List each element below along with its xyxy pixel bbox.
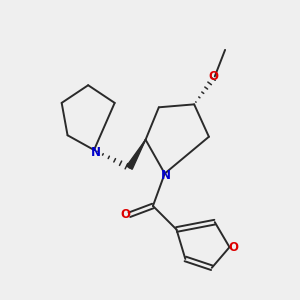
Text: O: O bbox=[228, 241, 238, 254]
Text: O: O bbox=[208, 70, 218, 83]
Polygon shape bbox=[127, 140, 146, 169]
Text: N: N bbox=[91, 146, 100, 159]
Text: O: O bbox=[120, 208, 130, 221]
Text: N: N bbox=[161, 169, 171, 182]
